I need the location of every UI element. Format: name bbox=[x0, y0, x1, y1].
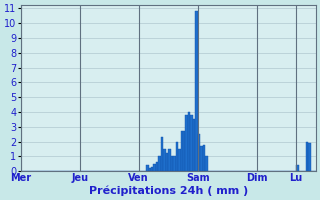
Bar bbox=[185, 115, 188, 171]
Bar bbox=[308, 143, 311, 171]
Bar bbox=[195, 11, 198, 171]
Bar bbox=[168, 149, 171, 171]
Bar bbox=[173, 156, 176, 171]
Bar bbox=[180, 131, 183, 171]
Bar bbox=[203, 145, 205, 171]
Bar bbox=[176, 142, 178, 171]
Bar bbox=[188, 112, 190, 171]
Bar bbox=[161, 137, 163, 171]
Bar bbox=[154, 164, 156, 171]
X-axis label: Précipitations 24h ( mm ): Précipitations 24h ( mm ) bbox=[89, 185, 248, 196]
Bar bbox=[178, 149, 180, 171]
Bar bbox=[166, 153, 168, 171]
Bar bbox=[151, 167, 154, 171]
Bar bbox=[156, 162, 158, 171]
Bar bbox=[306, 142, 308, 171]
Bar bbox=[148, 168, 151, 171]
Bar bbox=[205, 156, 208, 171]
Bar bbox=[146, 165, 148, 171]
Bar bbox=[193, 119, 195, 171]
Bar bbox=[200, 146, 203, 171]
Bar bbox=[163, 149, 166, 171]
Bar bbox=[171, 156, 173, 171]
Bar bbox=[198, 134, 200, 171]
Bar bbox=[183, 131, 185, 171]
Bar bbox=[158, 156, 161, 171]
Bar bbox=[190, 115, 193, 171]
Bar bbox=[296, 165, 299, 171]
